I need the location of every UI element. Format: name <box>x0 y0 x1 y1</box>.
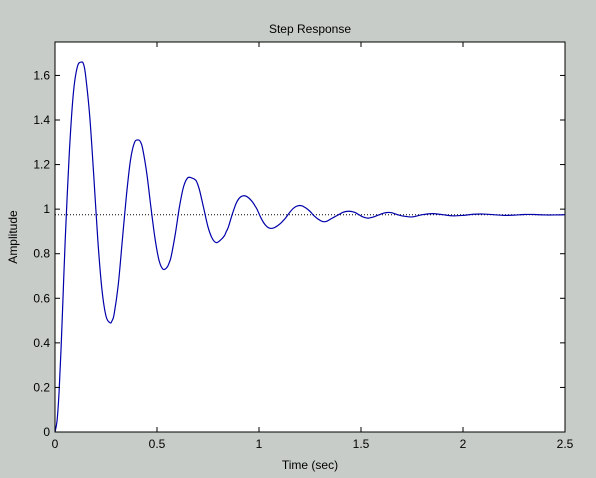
x-tick-label: 0 <box>52 437 59 451</box>
y-tick-label: 1.2 <box>33 158 50 172</box>
y-tick-label: 0.4 <box>33 336 50 350</box>
plot-frame <box>54 41 566 433</box>
x-tick-label: 2.5 <box>557 437 574 451</box>
y-tick-label: 0.6 <box>33 291 50 305</box>
x-tick-label: 2 <box>460 437 467 451</box>
y-tick-label: 0 <box>43 425 50 439</box>
y-tick-label: 0.2 <box>33 380 50 394</box>
x-tick-label: 0.5 <box>149 437 166 451</box>
x-axis-label: Time (sec) <box>282 458 338 472</box>
ticks-group: 0 0.5 1 1.5 2 2.5 0 0.2 0.4 0.6 0.8 1 1.2 1.4 1.6 <box>33 42 574 451</box>
y-axis-label: Amplitude <box>6 210 20 264</box>
y-tick-label: 1.4 <box>33 113 50 127</box>
y-tick-label: 1.6 <box>33 68 50 82</box>
plot-area <box>55 42 565 432</box>
series-line <box>54 61 566 433</box>
x-tick-label: 1 <box>256 437 263 451</box>
y-tick-label: 0.8 <box>33 247 50 261</box>
chart-title: Step Response <box>269 22 351 36</box>
x-tick-label: 1.5 <box>353 437 370 451</box>
y-tick-label: 1 <box>43 202 50 216</box>
